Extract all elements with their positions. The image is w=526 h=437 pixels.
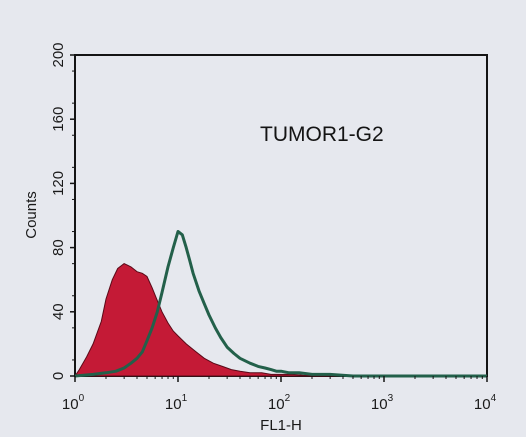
x-tick-label: 104 [474,393,497,413]
y-tick-label: 120 [50,171,67,196]
x-axis-title: FL1-H [260,417,302,434]
series-1-outline-histogram [74,230,487,378]
x-tick-label: 103 [371,393,394,413]
y-tick-label: 200 [50,42,67,67]
series-layer [74,230,487,378]
series-0-filled-histogram [74,263,487,377]
y-tick-label: 160 [50,107,67,132]
y-tick-label: 0 [50,372,67,380]
y-tick-label: 40 [50,303,67,320]
tick-layer [70,54,488,382]
y-axis-title: Counts [23,191,40,239]
annotation-label: TUMOR1-G2 [260,123,384,146]
x-tick-label: 102 [268,393,291,413]
x-tick-label: 100 [62,393,85,413]
label-layer: 0 40 80 120 160 200 100 101 102 103 104 [50,42,497,413]
y-tick-label: 80 [50,239,67,256]
x-tick-label: 101 [165,393,188,413]
